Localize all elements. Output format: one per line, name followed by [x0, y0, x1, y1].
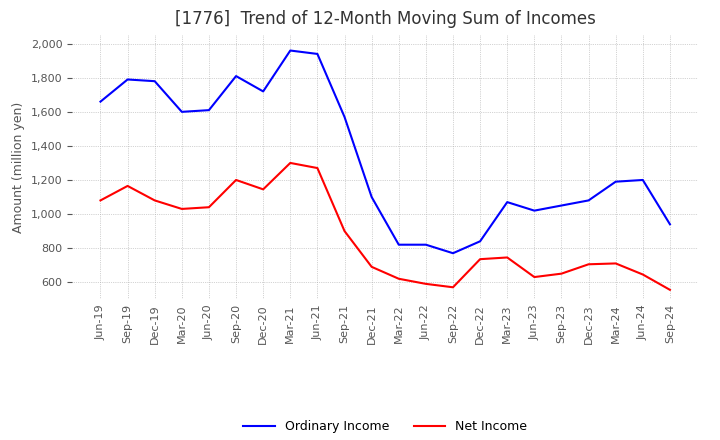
Net Income: [639, 272, 647, 277]
Ordinary Income: [639, 177, 647, 183]
Ordinary Income: [178, 109, 186, 114]
Net Income: [150, 198, 159, 203]
Ordinary Income: [584, 198, 593, 203]
Net Income: [449, 285, 457, 290]
Net Income: [367, 264, 376, 269]
Y-axis label: Amount (million yen): Amount (million yen): [12, 102, 25, 233]
Title: [1776]  Trend of 12-Month Moving Sum of Incomes: [1776] Trend of 12-Month Moving Sum of I…: [175, 10, 595, 28]
Net Income: [503, 255, 511, 260]
Ordinary Income: [421, 242, 430, 247]
Ordinary Income: [530, 208, 539, 213]
Net Income: [341, 228, 349, 234]
Net Income: [259, 187, 268, 192]
Ordinary Income: [611, 179, 620, 184]
Net Income: [204, 205, 213, 210]
Ordinary Income: [123, 77, 132, 82]
Legend: Ordinary Income, Net Income: Ordinary Income, Net Income: [238, 415, 532, 438]
Net Income: [395, 276, 403, 282]
Ordinary Income: [476, 238, 485, 244]
Ordinary Income: [367, 194, 376, 200]
Ordinary Income: [259, 89, 268, 94]
Net Income: [313, 165, 322, 171]
Ordinary Income: [395, 242, 403, 247]
Net Income: [584, 262, 593, 267]
Net Income: [530, 275, 539, 280]
Net Income: [286, 160, 294, 165]
Ordinary Income: [204, 107, 213, 113]
Ordinary Income: [503, 199, 511, 205]
Ordinary Income: [96, 99, 105, 104]
Net Income: [476, 257, 485, 262]
Ordinary Income: [665, 222, 674, 227]
Ordinary Income: [341, 114, 349, 120]
Ordinary Income: [150, 79, 159, 84]
Net Income: [557, 271, 566, 276]
Line: Net Income: Net Income: [101, 163, 670, 290]
Net Income: [123, 183, 132, 189]
Net Income: [178, 206, 186, 212]
Net Income: [96, 198, 105, 203]
Net Income: [421, 281, 430, 286]
Ordinary Income: [557, 203, 566, 208]
Net Income: [611, 261, 620, 266]
Ordinary Income: [232, 73, 240, 79]
Ordinary Income: [313, 51, 322, 57]
Ordinary Income: [449, 250, 457, 256]
Net Income: [232, 177, 240, 183]
Line: Ordinary Income: Ordinary Income: [101, 51, 670, 253]
Ordinary Income: [286, 48, 294, 53]
Net Income: [665, 287, 674, 293]
